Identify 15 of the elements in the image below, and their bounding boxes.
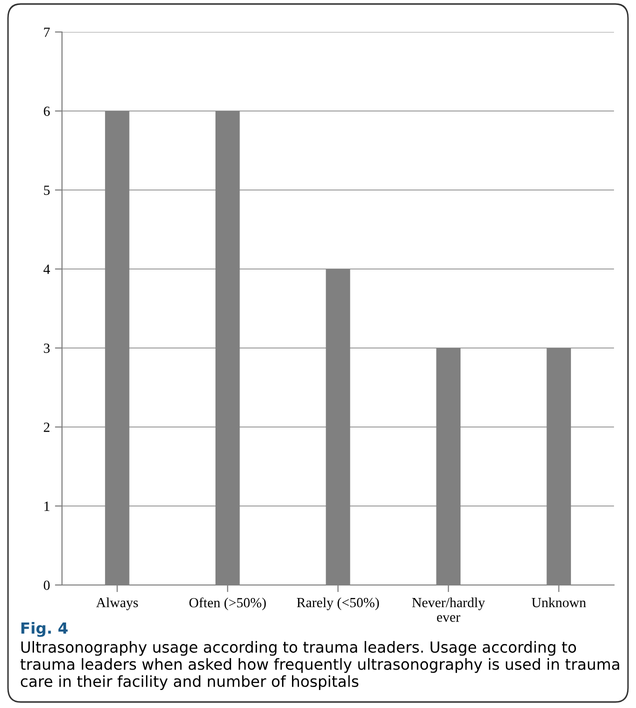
y-tick-label: 4 — [44, 264, 50, 274]
x-tick-label: Unknown — [532, 598, 586, 608]
x-tick-label: Rarely (<50%) — [296, 598, 379, 610]
y-tick-label: 1 — [44, 502, 50, 511]
y-tick-label: 3 — [44, 344, 50, 353]
y-tick-label: 6 — [44, 106, 50, 116]
y-tick-label: 2 — [44, 422, 50, 432]
x-tick-label: Often (>50%) — [189, 598, 266, 610]
text: Ultrasonography usage according to trauma leaders. Usage according to trauma leaders when asked how frequently ultrasonography is used in trauma care in their facility and number of hospitals — [20, 641, 620, 690]
y-tick-label: 0 — [44, 580, 50, 590]
x-tick-label: Never/hardly ever — [412, 598, 485, 622]
y-tick-label: 7 — [44, 28, 50, 37]
y-tick-label: 5 — [44, 186, 50, 195]
caption: Fig. 4 — [21, 622, 68, 637]
x-tick-label: Always — [96, 598, 138, 610]
